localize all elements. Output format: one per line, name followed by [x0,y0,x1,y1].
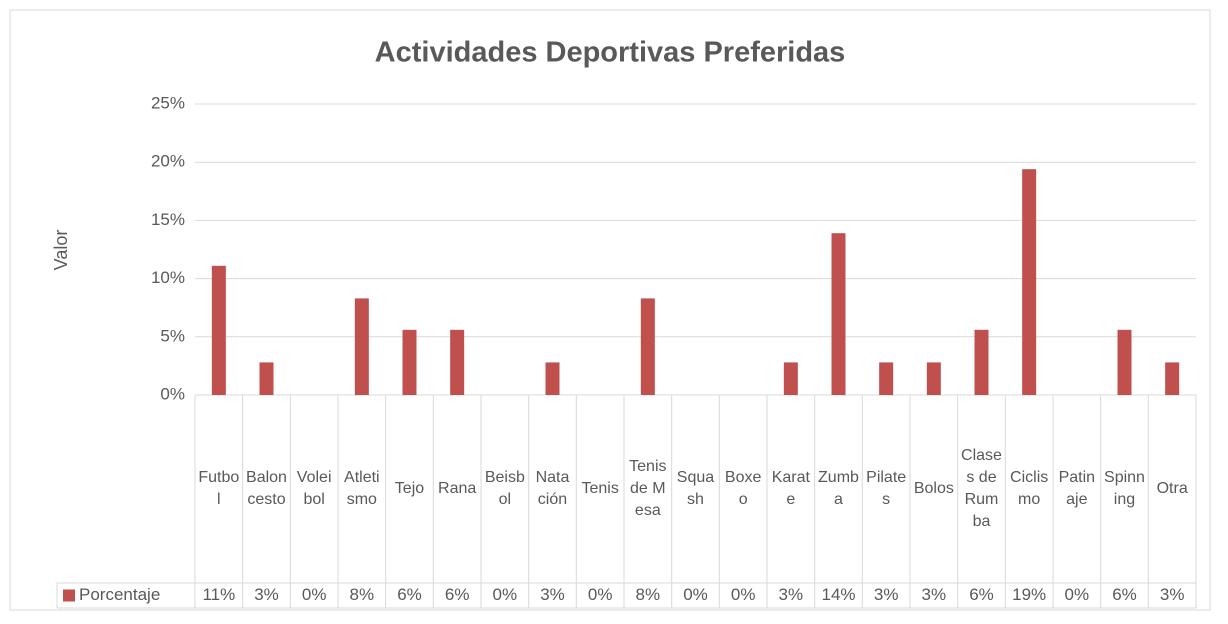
table-value: 0% [588,585,613,604]
bar [211,265,226,395]
x-tick-label: Squash [676,469,715,508]
y-tick-label: 5% [160,326,185,345]
table-value: 0% [1065,585,1090,604]
legend-swatch [63,589,75,602]
y-tick-label: 0% [160,384,185,403]
y-tick-label: 15% [151,210,185,229]
table-value: 14% [821,585,855,604]
x-tick-label: Natación [535,469,570,508]
x-tick-label: Atletismo [344,469,380,508]
x-tick-label: Spinning [1104,469,1145,508]
x-tick-label: Rana [438,480,477,497]
bar [259,362,274,395]
table-value: 3% [1160,585,1185,604]
table-value: 0% [302,585,327,604]
table-value: 6% [445,585,470,604]
bar [974,329,989,395]
x-tick-label: Tenis [581,480,619,497]
x-tick-label: Pilates [866,469,907,508]
bar [450,329,465,395]
y-axis-label: Valor [51,230,71,271]
bar [545,362,560,395]
bar [831,233,846,395]
table-value: 3% [540,585,565,604]
y-tick-label: 10% [151,268,185,287]
table-value: 6% [969,585,994,604]
table-value: 11% [202,585,235,604]
x-tick-label: Beisbol [484,469,525,508]
x-tick-label: Zumba [818,469,859,508]
chart-title: Actividades Deportivas Preferidas [375,37,846,69]
chart-border [9,9,1211,611]
x-tick-label: Tejo [394,480,425,497]
table-value: 6% [1112,585,1137,604]
bar [879,362,894,395]
table-value: 8% [636,585,661,604]
bar [402,329,417,395]
x-tick-label: Ciclismo [1010,469,1049,508]
table-value: 3% [779,585,804,604]
table-value: 3% [922,585,947,604]
bar [354,298,369,395]
table-value: 19% [1012,585,1046,604]
table-value: 8% [350,585,375,604]
x-tick-label: Tenis de Mesa [629,458,667,519]
table-value: 3% [254,585,279,604]
table-value: 0% [493,585,518,604]
bar [1117,329,1132,395]
bar [1022,169,1037,395]
y-tick-label: 25% [151,93,185,112]
x-tick-label: Patinaje [1058,469,1096,508]
table-value: 3% [874,585,899,604]
x-tick-label: Futbol [198,469,240,508]
x-tick-label: Clases de Rumba [961,447,1002,530]
x-tick-label: Boxeo [724,469,762,508]
legend-label: Porcentaje [79,585,160,604]
bar [926,362,941,395]
table-value: 0% [683,585,708,604]
bar [1165,362,1180,395]
x-tick-label: Otra [1156,480,1188,497]
x-tick-label: Bolos [913,480,954,497]
x-tick-label: Karate [771,469,810,508]
table-value: 0% [731,585,756,604]
bar [640,298,655,395]
table-value: 6% [397,585,422,604]
x-tick-label: Voleibol [296,469,332,508]
x-tick-label: Baloncesto [246,469,287,508]
bar [783,362,798,395]
y-tick-label: 20% [151,152,185,171]
